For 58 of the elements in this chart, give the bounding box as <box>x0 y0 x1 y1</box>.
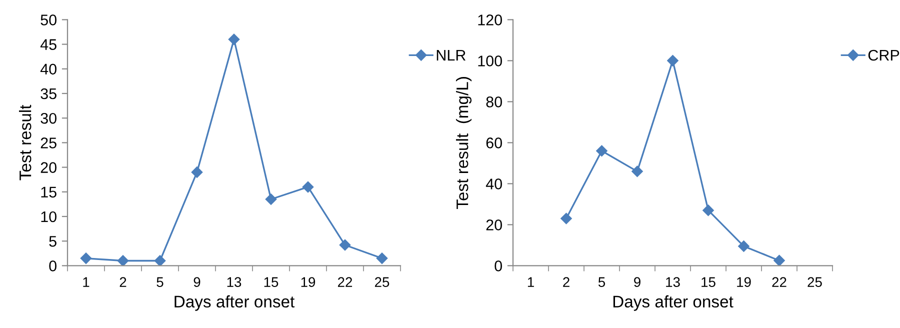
point <box>228 34 240 45</box>
y-tick-label: 25 <box>40 138 56 148</box>
x-tick-label: 15 <box>264 277 278 287</box>
x-tick-label: 1 <box>83 277 90 287</box>
y-tick-label: 60 <box>486 138 502 148</box>
x-tick-label: 25 <box>374 277 390 287</box>
y-tick-label: 40 <box>486 178 502 190</box>
y-tick-label: 100 <box>478 56 502 66</box>
x-tick-label: 13 <box>666 277 680 287</box>
y-tick-label: 0 <box>49 260 56 272</box>
point <box>265 194 277 205</box>
point <box>80 252 92 264</box>
x-tick-label: 22 <box>772 277 786 287</box>
point <box>154 255 166 266</box>
y-tick-label: 5 <box>49 236 56 247</box>
point <box>596 145 608 156</box>
x-axis-title: Days after onset <box>613 295 734 311</box>
y-tick-label: 35 <box>40 88 56 100</box>
y-axis-title: Test result <box>19 104 32 180</box>
x-tick-label: 25 <box>808 277 822 287</box>
y-tick-label: 20 <box>486 220 502 230</box>
y-tick-label: 45 <box>40 39 56 50</box>
point <box>738 240 750 252</box>
x-tick-label: 5 <box>156 277 164 287</box>
point <box>191 166 203 178</box>
x-axis-title: Days after onset <box>174 295 295 311</box>
y-tick-label: 80 <box>486 96 502 108</box>
point <box>339 239 351 251</box>
y-tick-label: 50 <box>40 14 56 26</box>
x-tick-label: 2 <box>563 277 570 287</box>
x-tick-label: 22 <box>338 277 352 287</box>
y-tick-label: 120 <box>478 14 502 26</box>
point <box>774 254 785 266</box>
point <box>117 255 129 266</box>
y-tick-label: 30 <box>40 112 56 124</box>
point <box>667 55 678 66</box>
y-tick-label: 15 <box>41 186 56 198</box>
legend-label: CRP <box>868 50 900 61</box>
y-tick-label: 40 <box>40 64 56 75</box>
x-tick-label: 13 <box>227 277 242 287</box>
x-tick-label: 1 <box>528 277 534 287</box>
point <box>560 212 572 224</box>
y-axis-title: Test result (mg/L) <box>456 77 472 209</box>
x-tick-label: 2 <box>120 277 126 287</box>
x-tick-label: 19 <box>737 277 751 287</box>
x-tick-label: 15 <box>702 277 716 287</box>
y-tick-label: 20 <box>40 162 56 173</box>
point <box>376 252 388 264</box>
x-tick-label: 19 <box>301 277 316 287</box>
point <box>632 166 643 177</box>
x-tick-label: 5 <box>598 277 606 287</box>
legend-label: NLR <box>436 50 466 61</box>
point <box>302 181 314 193</box>
point <box>702 204 714 216</box>
y-tick-label: 0 <box>494 260 502 272</box>
y-tick-label: 10 <box>41 211 56 222</box>
x-tick-label: 9 <box>634 277 640 287</box>
x-tick-label: 9 <box>194 277 200 287</box>
